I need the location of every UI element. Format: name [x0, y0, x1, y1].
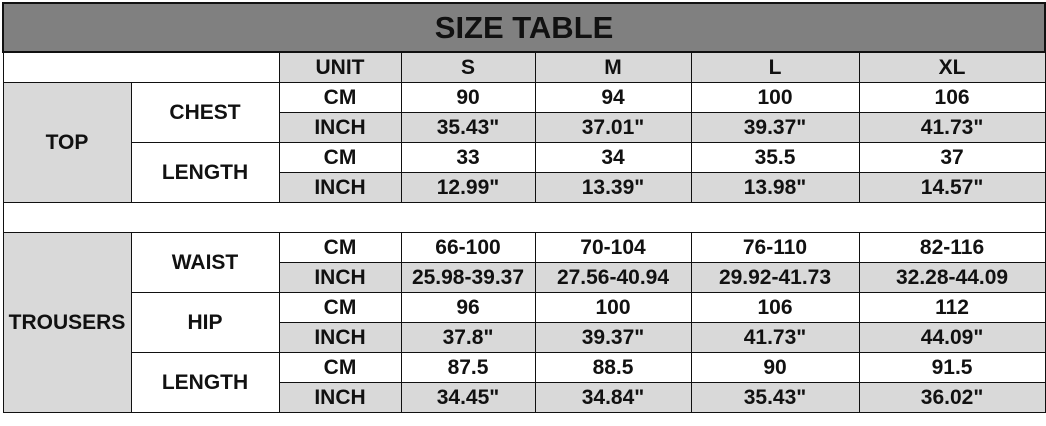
measure-label: CHEST — [130, 82, 280, 143]
header-row: UNIT S M L XL — [2, 51, 1046, 83]
value-cell: 25.98-39.37 — [400, 262, 536, 293]
table-row: INCH 12.99" 13.39" 13.98" 14.57" — [3, 172, 1046, 203]
header-size-s: S — [400, 51, 536, 83]
value-cell: 96 — [400, 292, 536, 323]
table-row: HIP CM 96 100 106 112 — [3, 292, 1046, 353]
header-size-m: M — [534, 51, 692, 83]
value-cell: 90 — [690, 352, 860, 383]
header-size-xl: XL — [858, 51, 1046, 83]
spacer-cell — [2, 202, 1046, 233]
header-size-l: L — [690, 51, 860, 83]
value-cell: 13.39" — [534, 172, 692, 203]
value-cell: 106 — [858, 82, 1046, 113]
table-row: INCH 35.43" 37.01" 39.37" 41.73" — [3, 112, 1046, 143]
value-cell: 76-110 — [690, 232, 860, 263]
value-cell: 37.8" — [400, 322, 536, 353]
value-cell: 100 — [690, 82, 860, 113]
value-cell: 39.37" — [690, 112, 860, 143]
value-cell: 37.01" — [534, 112, 692, 143]
value-cell: 87.5 — [400, 352, 536, 383]
unit-cell: CM — [278, 82, 402, 113]
value-cell: 94 — [534, 82, 692, 113]
table-row: TROUSERS WAIST CM 66-100 70-104 76-110 82-116 — [2, 232, 1046, 413]
value-cell: 34.45" — [400, 382, 536, 413]
unit-cell: INCH — [278, 382, 402, 413]
unit-cell: INCH — [278, 112, 402, 143]
value-cell: 12.99" — [400, 172, 536, 203]
measure-label: LENGTH — [130, 142, 280, 203]
size-table: SIZE TABLE UNIT S M L XL TOP CHEST CM 90 94 1… — [1, 2, 1046, 413]
table-row: INCH 37.8" 39.37" 41.73" 44.09" — [3, 322, 1046, 353]
value-cell: 106 — [690, 292, 860, 323]
value-cell: 35.5 — [690, 142, 860, 173]
table-title: SIZE TABLE — [1, 2, 1046, 53]
unit-cell: INCH — [278, 172, 402, 203]
measure-label: HIP — [130, 292, 280, 353]
value-cell: 13.98" — [690, 172, 860, 203]
value-cell: 27.56-40.94 — [534, 262, 692, 293]
unit-cell: CM — [278, 292, 402, 323]
value-cell: 70-104 — [534, 232, 692, 263]
table-row: TOP CHEST CM 90 94 100 106 — [2, 82, 1046, 203]
value-cell: 35.43" — [400, 112, 536, 143]
measure-label: WAIST — [130, 232, 280, 293]
table-row: INCH 34.45" 34.84" 35.43" 36.02" — [3, 382, 1046, 413]
unit-cell: CM — [278, 352, 402, 383]
value-cell: 37 — [858, 142, 1046, 173]
value-cell: 34.84" — [534, 382, 692, 413]
section-label: TROUSERS — [2, 232, 132, 413]
unit-cell: CM — [278, 142, 402, 173]
header-empty — [2, 51, 280, 83]
value-cell: 29.92-41.73 — [690, 262, 860, 293]
value-cell: 39.37" — [534, 322, 692, 353]
value-cell: 82-116 — [858, 232, 1046, 263]
table-row: LENGTH CM 33 34 35.5 37 — [3, 142, 1046, 203]
value-cell: 88.5 — [534, 352, 692, 383]
value-cell: 14.57" — [858, 172, 1046, 203]
unit-cell: CM — [278, 232, 402, 263]
unit-cell: INCH — [278, 322, 402, 353]
value-cell: 35.43" — [690, 382, 860, 413]
table-row: LENGTH CM 87.5 88.5 90 91.5 — [3, 352, 1046, 413]
value-cell: 41.73" — [858, 112, 1046, 143]
value-cell: 100 — [534, 292, 692, 323]
value-cell: 36.02" — [858, 382, 1046, 413]
measure-label: LENGTH — [130, 352, 280, 413]
value-cell: 66-100 — [400, 232, 536, 263]
header-unit: UNIT — [278, 51, 402, 83]
unit-cell: INCH — [278, 262, 402, 293]
table-row: INCH 25.98-39.37 27.56-40.94 29.92-41.73 32.… — [3, 262, 1046, 293]
value-cell: 112 — [858, 292, 1046, 323]
value-cell: 41.73" — [690, 322, 860, 353]
value-cell: 90 — [400, 82, 536, 113]
section-label: TOP — [2, 82, 132, 203]
value-cell: 34 — [534, 142, 692, 173]
spacer-row — [2, 202, 1046, 233]
value-cell: 33 — [400, 142, 536, 173]
value-cell: 44.09" — [858, 322, 1046, 353]
value-cell: 91.5 — [858, 352, 1046, 383]
value-cell: 32.28-44.09 — [858, 262, 1046, 293]
